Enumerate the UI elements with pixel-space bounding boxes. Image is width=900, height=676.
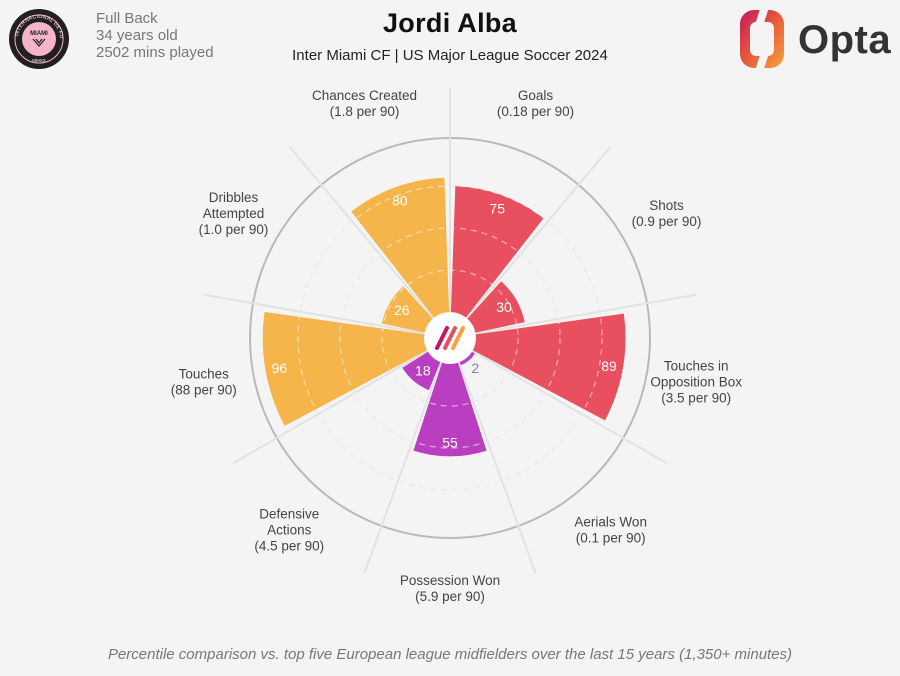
radar-spoke xyxy=(232,350,428,464)
radar-gridline-overlay xyxy=(297,185,603,491)
category-label-possession-won: Possession Won (5.9 per 90) xyxy=(400,573,500,604)
value-label-dribbles-attempted: 26 xyxy=(394,302,410,318)
radar-spoke xyxy=(465,145,612,319)
value-label-aerials-won: 2 xyxy=(471,360,479,376)
value-label-possession-won: 55 xyxy=(442,434,458,450)
player-meta: Full Back 34 years old 2502 mins played xyxy=(96,10,214,61)
radar-spoke xyxy=(363,362,443,574)
radar-chart: 75 30 89 2 55 18 96 26 80 Goals (0.18 per 90) Shots… xyxy=(171,88,742,604)
category-label-defensive-actions: Defensive Actions (4.5 per 90) xyxy=(254,507,324,554)
value-label-touches: 96 xyxy=(272,360,288,376)
radar-gridline-overlay xyxy=(339,227,561,449)
value-label-shots: 30 xyxy=(496,299,512,315)
category-label-goals: Goals (0.18 per 90) xyxy=(497,88,574,119)
opta-center-stroke-icon xyxy=(435,326,449,350)
radar-bar-defensive-actions xyxy=(402,351,441,391)
radar-spoke xyxy=(475,293,697,335)
radar-bar-possession-won xyxy=(413,362,487,457)
value-label-goals: 75 xyxy=(489,200,505,216)
radar-bar-goals xyxy=(450,186,544,318)
club-badge: CLUB INTERNACIONAL DE FUTBOL MIAMI MMXX xyxy=(8,8,69,69)
value-label-touches-in-opposition-box: 89 xyxy=(601,358,617,374)
chart-subtitle: Inter Miami CF | US Major League Soccer … xyxy=(292,47,608,64)
opta-wordmark: Opta xyxy=(798,18,892,62)
opta-center-stroke-icon xyxy=(451,326,465,350)
category-label-aerials-won: Aerials Won (0.1 per 90) xyxy=(574,515,647,546)
badge-year-text: MMXX xyxy=(32,58,46,63)
value-label-defensive-actions: 18 xyxy=(415,362,431,378)
radar-gridline-overlay xyxy=(381,269,519,407)
radar-bar-aerials-won xyxy=(459,351,475,366)
category-label-shots: Shots (0.9 per 90) xyxy=(632,198,702,229)
footnote: Percentile comparison vs. top five Europ… xyxy=(107,646,793,663)
value-label-chances-created: 80 xyxy=(392,192,408,208)
radar-bar-touches-in-opposition-box xyxy=(472,313,626,421)
badge-center-text: MIAMI xyxy=(30,31,48,37)
category-label-touches: Touches (88 per 90) xyxy=(171,366,237,397)
radar-bar-shots xyxy=(467,281,525,333)
radar-bar-chances-created xyxy=(351,177,450,318)
category-label-touches-in-opposition-box: Touches in Opposition Box (3.5 per 90) xyxy=(650,358,742,405)
opta-center-stroke-icon xyxy=(443,326,457,350)
player-age: 34 years old xyxy=(96,27,178,44)
radar-spoke xyxy=(472,350,668,464)
player-name: Jordi Alba xyxy=(382,8,518,38)
title-block: Jordi Alba Inter Miami CF | US Major Lea… xyxy=(200,8,700,64)
radar-spoke xyxy=(288,145,435,319)
player-position: Full Back xyxy=(96,10,158,27)
category-label-dribbles-attempted: Dribbles Attempted (1.0 per 90) xyxy=(199,190,269,237)
radar-spoke xyxy=(203,293,425,335)
opta-logo: Opta xyxy=(734,6,900,72)
radar-spoke xyxy=(457,362,537,574)
opta-mark-icon xyxy=(740,7,784,71)
category-label-chances-created: Chances Created (1.8 per 90) xyxy=(312,88,417,119)
player-minutes: 2502 mins played xyxy=(96,44,214,61)
